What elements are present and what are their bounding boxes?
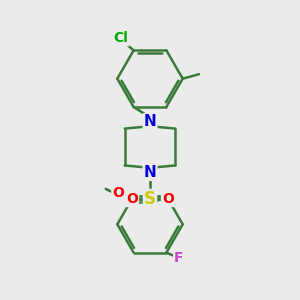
Text: O: O [112, 186, 124, 200]
Text: N: N [144, 114, 156, 129]
Text: O: O [126, 192, 138, 206]
Text: F: F [174, 251, 184, 265]
Text: S: S [144, 190, 156, 208]
Text: O: O [162, 192, 174, 206]
Text: Cl: Cl [113, 32, 128, 46]
Text: N: N [144, 165, 156, 180]
